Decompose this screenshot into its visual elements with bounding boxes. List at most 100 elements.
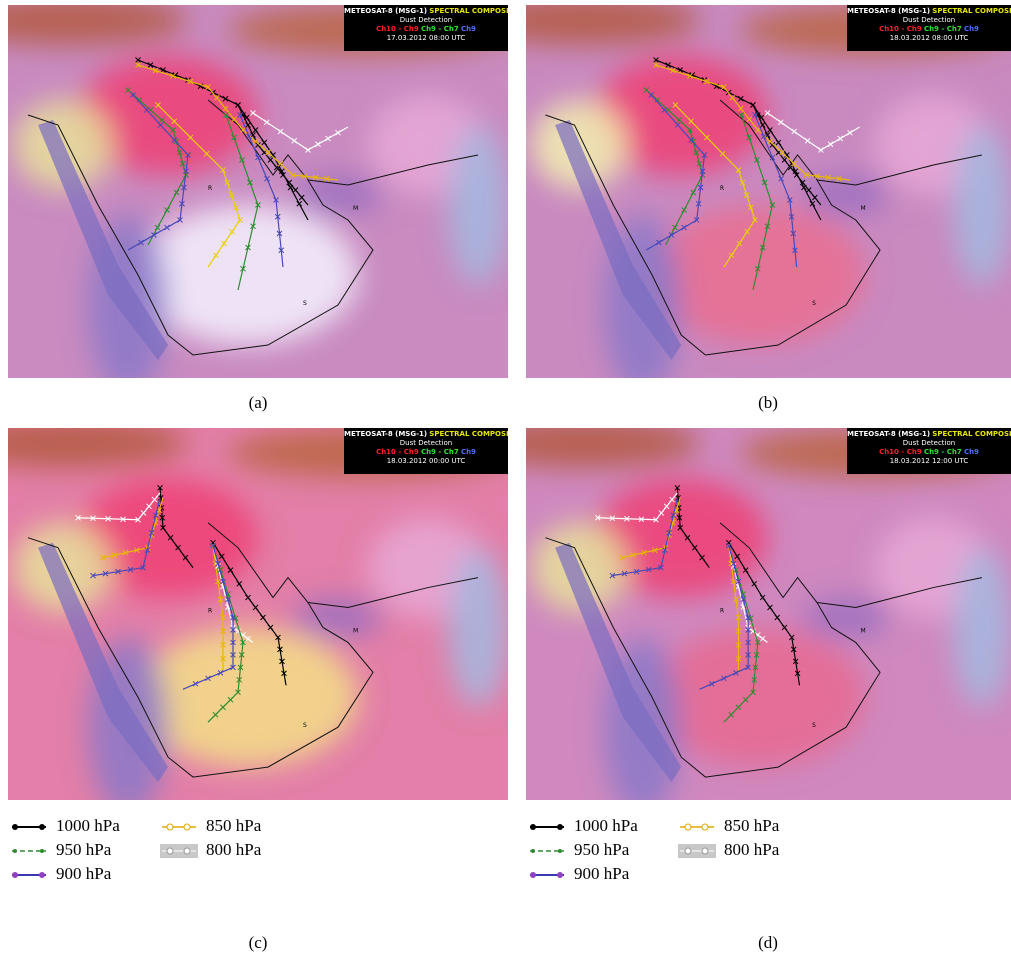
d [530, 824, 536, 830]
legend-label: 900 hPa [56, 864, 111, 883]
header-title: METEOSAT-8 (MSG-1) [847, 7, 930, 15]
legend-item: 900 hPa [528, 863, 629, 885]
satellite-panel: R M S METEOSAT-8 (MSG-1) SPECTRAL COMPOSITE… [8, 5, 508, 378]
d [12, 824, 18, 830]
satellite-image: RMS [8, 428, 508, 800]
header-product: Dust Detection [847, 439, 1011, 448]
d [531, 849, 535, 853]
d [12, 872, 18, 878]
panel-header: METEOSAT-8 (MSG-1) SPECTRAL COMPOSITEDus… [847, 428, 1011, 474]
d [184, 848, 190, 854]
cloud [138, 627, 358, 767]
cloud [802, 598, 889, 638]
map-label: S [303, 722, 307, 729]
header-time: 18.03.2012 08:00 UTC [847, 34, 1011, 43]
panel-caption: (d) [738, 933, 798, 953]
legend-label: 850 hPa [206, 816, 261, 835]
d [557, 872, 563, 878]
channel: Ch9 [461, 448, 476, 456]
cloud [293, 598, 383, 638]
cloud [953, 548, 1011, 708]
legend-item: 900 hPa [10, 863, 111, 885]
map-label: R [208, 608, 212, 615]
header-subtitle: SPECTRAL COMPOSITE [932, 7, 1011, 15]
channel: Ch9 [964, 448, 979, 456]
channel: Ch9 - Ch7 [924, 448, 962, 456]
header-line: METEOSAT-8 (MSG-1) SPECTRAL COMPOSITE [847, 430, 1011, 439]
legend-label: 1000 hPa [574, 816, 638, 835]
d [13, 849, 17, 853]
page: R M S METEOSAT-8 (MSG-1) SPECTRAL COMPOSITE… [0, 0, 1011, 962]
legend-symbol [678, 819, 716, 835]
map-label: M [861, 206, 866, 212]
legend-symbol [10, 867, 48, 883]
header-title: METEOSAT-8 (MSG-1) [344, 430, 427, 438]
header-product: Dust Detection [847, 16, 1011, 25]
d [685, 848, 691, 854]
legend-item: 1000 hPa [528, 815, 638, 837]
satellite-panel: R M S METEOSAT-8 (MSG-1) SPECTRAL COMPOSITE… [526, 428, 1011, 800]
map-label: M [861, 628, 866, 634]
header-line: METEOSAT-8 (MSG-1) SPECTRAL COMPOSITE [344, 430, 508, 439]
legend-item: 950 hPa [10, 839, 111, 861]
panel-caption: (b) [738, 393, 798, 413]
header-line: METEOSAT-8 (MSG-1) SPECTRAL COMPOSITE [847, 7, 1011, 16]
d [167, 824, 173, 830]
header-subtitle: SPECTRAL COMPOSITE [932, 430, 1011, 438]
map-label: R [720, 186, 724, 192]
panel-header: METEOSAT-8 (MSG-1) SPECTRAL COMPOSITEDus… [344, 5, 508, 51]
legend-label: 1000 hPa [56, 816, 120, 835]
header-channels: Ch10 - Ch9 Ch9 - Ch7 Ch9 [344, 25, 508, 34]
channel: Ch9 - Ch7 [421, 25, 459, 33]
cloud [448, 125, 508, 285]
map-label: R [720, 608, 724, 614]
header-time: 18.03.2012 00:00 UTC [344, 457, 508, 466]
legend-symbol [160, 819, 198, 835]
map-label: S [812, 301, 816, 307]
map-label: S [812, 723, 816, 729]
d [184, 824, 190, 830]
header-channels: Ch10 - Ch9 Ch9 - Ch7 Ch9 [344, 448, 508, 457]
channel: Ch10 - Ch9 [879, 25, 922, 33]
legend-symbol [10, 819, 48, 835]
legend-item: 800 hPa [160, 839, 261, 861]
legend-item: 800 hPa [678, 839, 779, 861]
panel-caption: (c) [228, 933, 288, 953]
panel-header: METEOSAT-8 (MSG-1) SPECTRAL COMPOSITEDus… [344, 428, 508, 474]
legend-symbol [10, 843, 48, 859]
channel: Ch10 - Ch9 [376, 25, 419, 33]
legend-item: 850 hPa [678, 815, 779, 837]
cloud [448, 548, 508, 708]
legend-label: 800 hPa [724, 840, 779, 859]
cloud [953, 125, 1011, 285]
satellite-panel: R M S METEOSAT-8 (MSG-1) SPECTRAL COMPOSITE… [526, 5, 1011, 378]
channel: Ch9 - Ch7 [421, 448, 459, 456]
legend-symbol [678, 843, 716, 859]
map-label: R [208, 185, 212, 192]
channel: Ch9 [461, 25, 476, 33]
map-label: M [353, 205, 358, 212]
header-channels: Ch10 - Ch9 Ch9 - Ch7 Ch9 [847, 448, 1011, 457]
cloud [138, 205, 358, 345]
d [40, 849, 44, 853]
legend-label: 950 hPa [574, 840, 629, 859]
satellite-image: R M S [526, 5, 1011, 378]
legend-symbol [528, 867, 566, 883]
channel: Ch10 - Ch9 [879, 448, 922, 456]
header-product: Dust Detection [344, 16, 508, 25]
d [685, 824, 691, 830]
legend-label: 800 hPa [206, 840, 261, 859]
panel-header: METEOSAT-8 (MSG-1) SPECTRAL COMPOSITEDus… [847, 5, 1011, 51]
legend-item: 1000 hPa [10, 815, 120, 837]
header-line: METEOSAT-8 (MSG-1) SPECTRAL COMPOSITE [344, 7, 508, 16]
legend-symbol [160, 843, 198, 859]
d [557, 824, 563, 830]
legend-symbol [528, 843, 566, 859]
cloud [293, 175, 383, 215]
map-label: S [303, 300, 307, 307]
d [39, 872, 45, 878]
legend-label: 850 hPa [724, 816, 779, 835]
channel: Ch10 - Ch9 [376, 448, 419, 456]
cloud [652, 627, 865, 767]
d [558, 849, 562, 853]
